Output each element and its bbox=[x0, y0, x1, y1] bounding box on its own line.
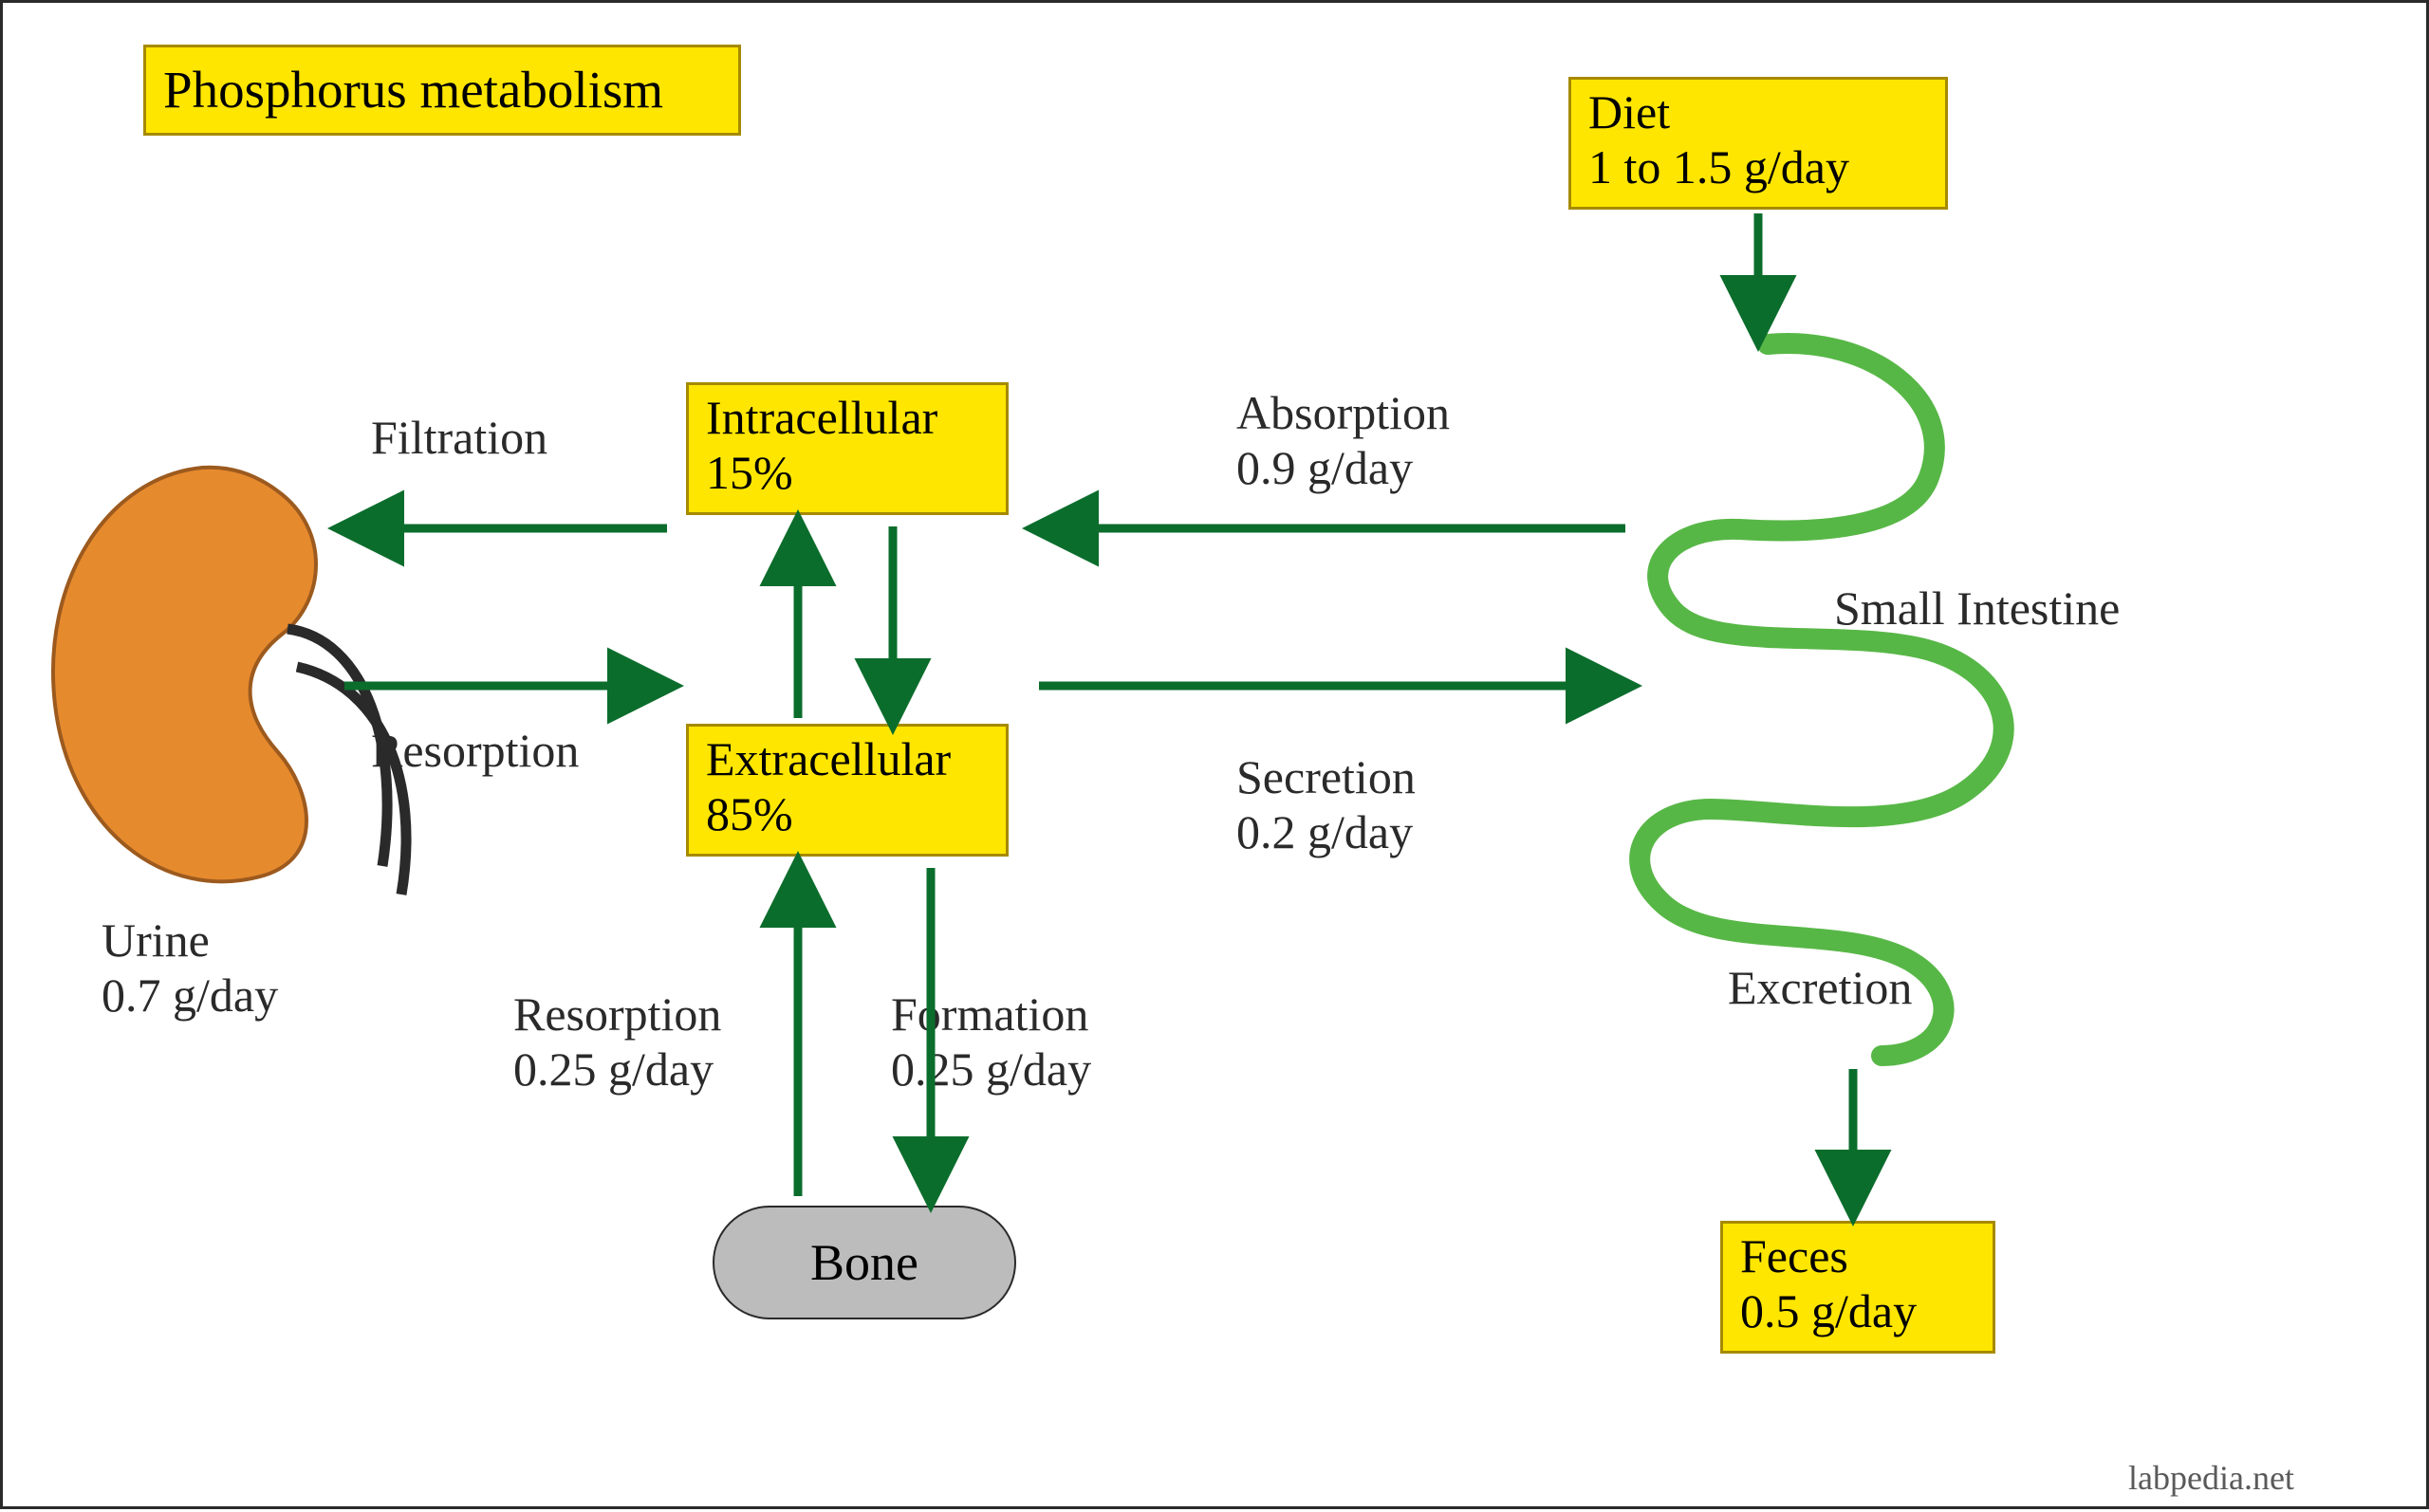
diet-line2: 1 to 1.5 g/day bbox=[1588, 140, 1928, 195]
small-intestine-icon bbox=[1640, 343, 2004, 1056]
intracellular-line2: 15% bbox=[706, 446, 989, 501]
diagram-svg bbox=[3, 3, 2429, 1512]
node-intracellular: Intracellular 15% bbox=[686, 382, 1009, 515]
bone-formation-label: Formation 0.25 g/day bbox=[891, 987, 1091, 1097]
urine-label: Urine 0.7 g/day bbox=[102, 913, 278, 1023]
feces-line2: 0.5 g/day bbox=[1740, 1284, 1975, 1339]
diet-line1: Diet bbox=[1588, 85, 1928, 140]
secretion-label: Secretion 0.2 g/day bbox=[1236, 750, 1416, 859]
small-intestine-label: Small Intestine bbox=[1834, 581, 2120, 636]
node-bone: Bone bbox=[713, 1206, 1016, 1319]
kidney-icon bbox=[53, 468, 406, 894]
node-diet: Diet 1 to 1.5 g/day bbox=[1568, 77, 1948, 210]
watermark-text: labpedia.net bbox=[2128, 1458, 2294, 1498]
extracellular-line2: 85% bbox=[706, 787, 989, 842]
filtration-label: Filtration bbox=[371, 411, 547, 466]
intracellular-line1: Intracellular bbox=[706, 391, 989, 446]
node-feces: Feces 0.5 g/day bbox=[1720, 1221, 1995, 1354]
title-box: Phosphorus metabolism bbox=[143, 45, 741, 136]
feces-line1: Feces bbox=[1740, 1229, 1975, 1284]
diagram-frame: Phosphorus metabolism Diet 1 to 1.5 g/da… bbox=[0, 0, 2429, 1509]
bone-resorption-label: Resorption 0.25 g/day bbox=[513, 987, 721, 1097]
kidney-label: Kidney bbox=[107, 705, 252, 762]
extracellular-line1: Extracellular bbox=[706, 732, 989, 787]
excretion-label: Excretion bbox=[1728, 961, 1912, 1016]
bone-label: Bone bbox=[810, 1233, 918, 1292]
resorption-kidney-label: Resorption bbox=[371, 724, 579, 779]
title-text: Phosphorus metabolism bbox=[163, 60, 663, 120]
node-extracellular: Extracellular 85% bbox=[686, 724, 1009, 857]
absorption-label: Absorption 0.9 g/day bbox=[1236, 386, 1450, 495]
